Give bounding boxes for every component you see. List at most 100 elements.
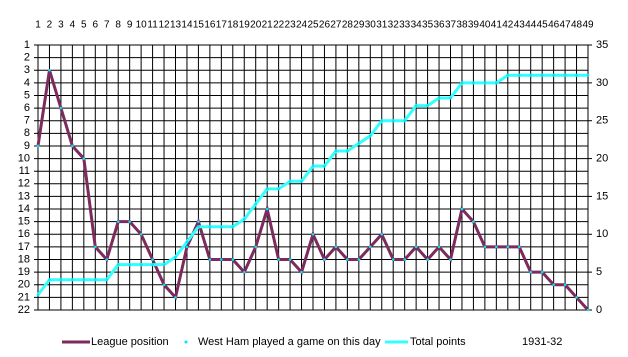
game-dot <box>346 258 349 261</box>
game-dot <box>357 142 361 145</box>
legend-label: West Ham played a game on this day <box>198 336 381 348</box>
game-dot <box>495 81 498 85</box>
x-tick-label: 25 <box>307 20 319 31</box>
x-tick-label: 37 <box>445 20 457 31</box>
y-tick-label: 22 <box>18 304 30 316</box>
x-tick-label: 28 <box>342 20 354 31</box>
game-dot <box>311 232 315 236</box>
y-tick-label: 5 <box>24 89 30 101</box>
game-dot <box>368 134 372 138</box>
x-tick-label: 47 <box>560 20 572 31</box>
game-dot <box>208 258 212 261</box>
y-tick-label: 18 <box>18 253 30 265</box>
game-dot <box>242 217 246 221</box>
game-dot <box>197 225 200 229</box>
game-dot <box>220 225 223 229</box>
season-label: 1931-32 <box>522 336 562 348</box>
game-dot <box>472 81 475 85</box>
x-tick-label: 11 <box>147 20 158 31</box>
x-tick-label: 7 <box>104 20 110 31</box>
legend-label: Total points <box>410 336 466 348</box>
y-tick-label: 6 <box>24 102 30 114</box>
game-dot <box>71 278 74 282</box>
legend-swatch <box>184 340 188 344</box>
y-tick-label: 15 <box>18 216 30 228</box>
game-dot <box>483 245 487 249</box>
game-dot <box>449 258 452 261</box>
game-dot <box>116 220 120 223</box>
game-dot <box>174 296 177 299</box>
game-dot <box>36 293 40 297</box>
game-dot <box>517 245 521 249</box>
game-dot <box>437 245 441 249</box>
game-dot <box>48 68 51 72</box>
game-dot <box>391 258 395 261</box>
game-dot <box>323 164 326 168</box>
game-dot <box>288 179 292 183</box>
game-dot <box>506 245 510 249</box>
game-dot <box>116 263 120 266</box>
x-tick-label: 41 <box>491 20 503 31</box>
game-dot <box>357 258 361 261</box>
game-dot <box>93 245 97 249</box>
x-tick-label: 42 <box>502 20 514 31</box>
game-dot <box>380 232 384 236</box>
game-dot <box>151 258 154 261</box>
x-tick-label: 20 <box>250 20 262 31</box>
game-dot <box>529 73 533 77</box>
y-tick-label: 11 <box>19 165 30 177</box>
game-dot <box>277 187 280 191</box>
game-dot <box>139 263 143 266</box>
y-tick-label: 1 <box>24 39 30 51</box>
game-dot <box>414 245 418 249</box>
game-dot <box>82 278 86 282</box>
game-dot <box>346 149 349 153</box>
game-dot <box>517 73 521 77</box>
x-tick-label: 18 <box>227 20 239 31</box>
game-dot <box>311 164 315 168</box>
x-tick-label: 4 <box>70 20 76 31</box>
game-dot <box>277 258 280 261</box>
game-dot <box>403 119 406 123</box>
x-tick-label: 29 <box>353 20 365 31</box>
x-tick-label: 12 <box>158 20 170 31</box>
x-tick-label: 33 <box>399 20 411 31</box>
game-dot <box>48 278 51 282</box>
x-tick-label: 3 <box>58 20 64 31</box>
game-dot <box>472 220 475 223</box>
game-dot <box>460 81 464 85</box>
x-tick-label: 35 <box>422 20 434 31</box>
game-dot <box>586 308 590 312</box>
game-dot <box>174 255 177 259</box>
game-dot <box>449 96 452 100</box>
x-tick-label: 44 <box>525 20 537 31</box>
y2-tick-label: 5 <box>596 266 602 278</box>
game-dot <box>36 144 40 148</box>
game-dot <box>563 73 567 77</box>
game-dot <box>151 263 154 266</box>
y-tick-label: 7 <box>24 115 30 127</box>
game-dot <box>185 240 189 244</box>
y2-tick-label: 10 <box>596 228 608 240</box>
x-tick-label: 30 <box>365 20 377 31</box>
x-tick-label: 48 <box>571 20 583 31</box>
x-tick-label: 23 <box>285 20 297 31</box>
game-dot <box>197 220 200 223</box>
plot-frame <box>37 44 589 311</box>
game-dot <box>59 278 63 282</box>
y2-tick-label: 30 <box>596 77 608 89</box>
game-dot <box>323 258 326 261</box>
game-dot <box>300 270 303 274</box>
y-tick-label: 21 <box>18 291 30 303</box>
y-tick-label: 4 <box>24 77 30 89</box>
x-tick-label: 38 <box>456 20 468 31</box>
game-dot <box>586 73 590 77</box>
game-dot <box>403 258 406 261</box>
x-tick-label: 21 <box>262 20 274 31</box>
game-dot <box>242 270 246 274</box>
x-tick-label: 27 <box>330 20 342 31</box>
game-dot <box>563 283 567 287</box>
game-dot <box>334 149 338 153</box>
game-dot <box>71 144 74 148</box>
game-dot <box>265 207 269 211</box>
